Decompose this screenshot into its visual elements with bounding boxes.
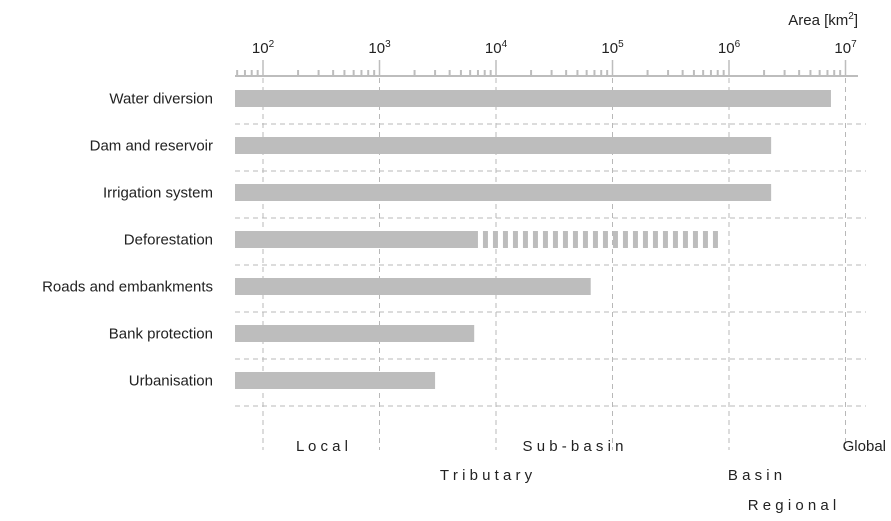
bar-extension-dash [572,231,578,248]
bar-extension-dash [662,231,668,248]
scale-label: L o c a l [296,438,348,455]
bar-extension-dash [592,231,598,248]
bar [235,90,831,107]
bar-extension-dash [542,231,548,248]
bar-extension-dash [682,231,688,248]
bar [235,184,772,201]
x-tick-label: 104 [485,39,508,57]
bar-extension-dash [692,231,698,248]
x-tick-label: 106 [718,39,741,57]
bar-extension-dash [502,231,508,248]
bar-extension-dash [652,231,658,248]
scale-label: R e g i o n a l [748,497,836,514]
bar-extension-dash [642,231,648,248]
bar-extension-dash [512,231,518,248]
bar-extension-dash [482,231,488,248]
bar-extension-dash [492,231,498,248]
bars-layer [235,90,831,389]
bar-extension-dash [712,231,718,248]
axis-title: Area [km2] [788,11,858,29]
scale-label: Global [843,438,886,455]
scale-label: S u b - b a s i n [523,438,624,455]
bar [235,325,475,342]
category-label: Dam and reservoir [90,138,213,155]
bar-extension-dash [582,231,588,248]
bar [235,231,478,248]
category-label: Deforestation [124,232,213,249]
x-tick-label: 107 [834,39,857,57]
bar-extension-dash [672,231,678,248]
bar [235,278,591,295]
bar-extension-dash [612,231,618,248]
bar-extension-dash [702,231,708,248]
bar [235,372,436,389]
category-label: Urbanisation [129,373,213,390]
category-label: Roads and embankments [42,279,213,296]
category-label: Water diversion [109,91,213,108]
axis-layer: 102 103 104 105 106 107 [235,39,858,77]
bar-extension-dash [622,231,628,248]
category-label: Bank protection [109,326,213,343]
bar-extension-dash [562,231,568,248]
scale-label: B a s i n [728,467,782,484]
bar-extension-dash [522,231,528,248]
grid-layer [235,78,866,450]
bar-extension-dash [632,231,638,248]
bar-extension-dash [532,231,538,248]
x-tick-label: 102 [252,39,275,57]
bar [235,137,772,154]
x-tick-label: 105 [601,39,624,57]
scale-label: T r i b u t a r y [440,467,533,484]
labels-layer: Water diversion Dam and reservoir Irrigati… [42,91,886,515]
x-tick-label: 103 [368,39,391,57]
category-label: Irrigation system [103,185,213,202]
bar-extension-dash [552,231,558,248]
bar-extension-dash [602,231,608,248]
